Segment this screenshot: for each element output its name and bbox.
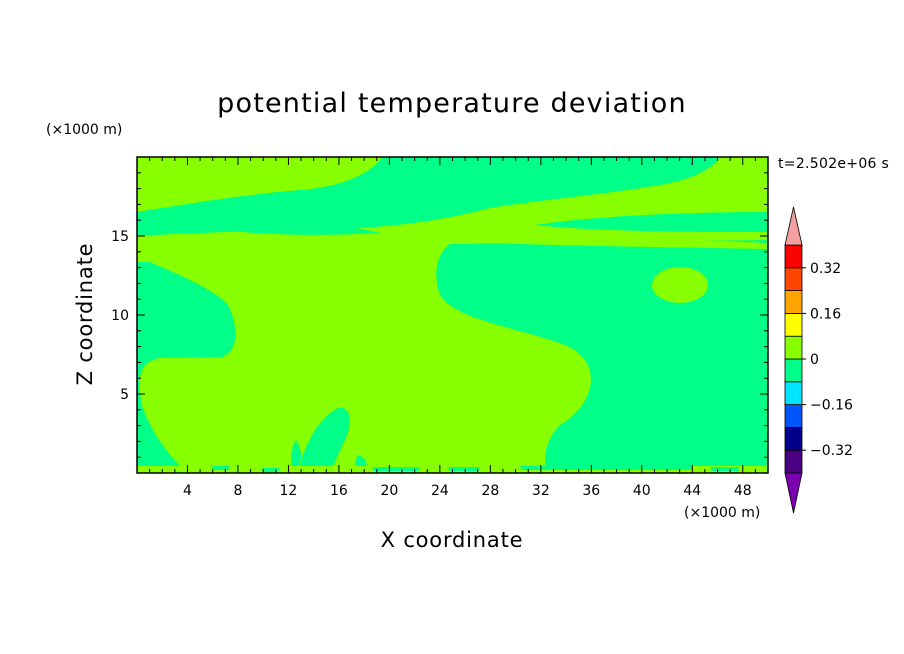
field-negative-surface-patch (355, 455, 367, 466)
x-tick-label: 36 (582, 483, 600, 499)
colorbar-segment (784, 426, 803, 451)
field-positive-blob (652, 267, 708, 303)
time-label: t=2.502e+06 s (778, 156, 889, 172)
chart-title: potential temperature deviation (217, 88, 687, 119)
x-tick-label: 40 (633, 483, 651, 499)
field-negative-band-upper (137, 157, 720, 236)
colorbar-tick-label: 0.16 (810, 306, 841, 322)
colorbar-segment (784, 290, 803, 314)
field-negative-surface-patch (291, 440, 302, 466)
y-tick-label: 5 (120, 387, 129, 403)
field-positive-strip (442, 238, 768, 249)
colorbar-segment (784, 244, 803, 269)
colorbar-segment (784, 312, 803, 337)
x-tick-label: 28 (481, 483, 499, 499)
field-negative-surface-cells (212, 466, 740, 472)
x-unit-label: (×1000 m) (684, 505, 760, 521)
field-negative-bubble (300, 407, 350, 466)
x-axis-label: X coordinate (381, 528, 524, 552)
colorbar-tick-label: −0.16 (810, 398, 853, 414)
contour-field (137, 157, 768, 473)
colorbar-under-arrow (784, 472, 803, 514)
colorbar-segment (784, 381, 803, 405)
x-tick-label: 8 (233, 483, 242, 499)
x-tick-label: 4 (183, 483, 192, 499)
colorbar-segment (784, 267, 803, 291)
colorbar: 0.32 0.16 0 −0.16 −0.32 (784, 206, 853, 514)
x-tick-label: 24 (431, 483, 449, 499)
x-tick-label: 48 (734, 483, 752, 499)
x-tick-label: 32 (532, 483, 550, 499)
field-negative-band-right (535, 212, 768, 232)
y-tick-label: 15 (111, 229, 129, 245)
field-negative-region-left (137, 262, 236, 466)
y-tick-label: 10 (111, 308, 129, 324)
y-axis-label: Z coordinate (73, 243, 97, 386)
colorbar-tick-label: 0 (810, 352, 819, 368)
x-tick-label: 44 (683, 483, 701, 499)
y-unit-label: (×1000 m) (46, 122, 122, 138)
colorbar-segment (784, 335, 803, 360)
x-tick-label: 20 (380, 483, 398, 499)
colorbar-segment (784, 358, 803, 383)
field-negative-lens (195, 223, 380, 235)
colorbar-tick-label: 0.32 (810, 261, 841, 277)
colorbar-segment (784, 404, 803, 428)
x-axis: 4 8 12 16 20 24 28 32 36 40 44 48 (149, 157, 756, 499)
y-axis: 5 10 15 (111, 172, 768, 458)
colorbar-tick-label: −0.32 (810, 443, 853, 459)
x-tick-label: 12 (280, 483, 298, 499)
x-tick-label: 16 (330, 483, 348, 499)
colorbar-over-arrow (784, 206, 803, 246)
colorbar-segment (784, 449, 803, 474)
